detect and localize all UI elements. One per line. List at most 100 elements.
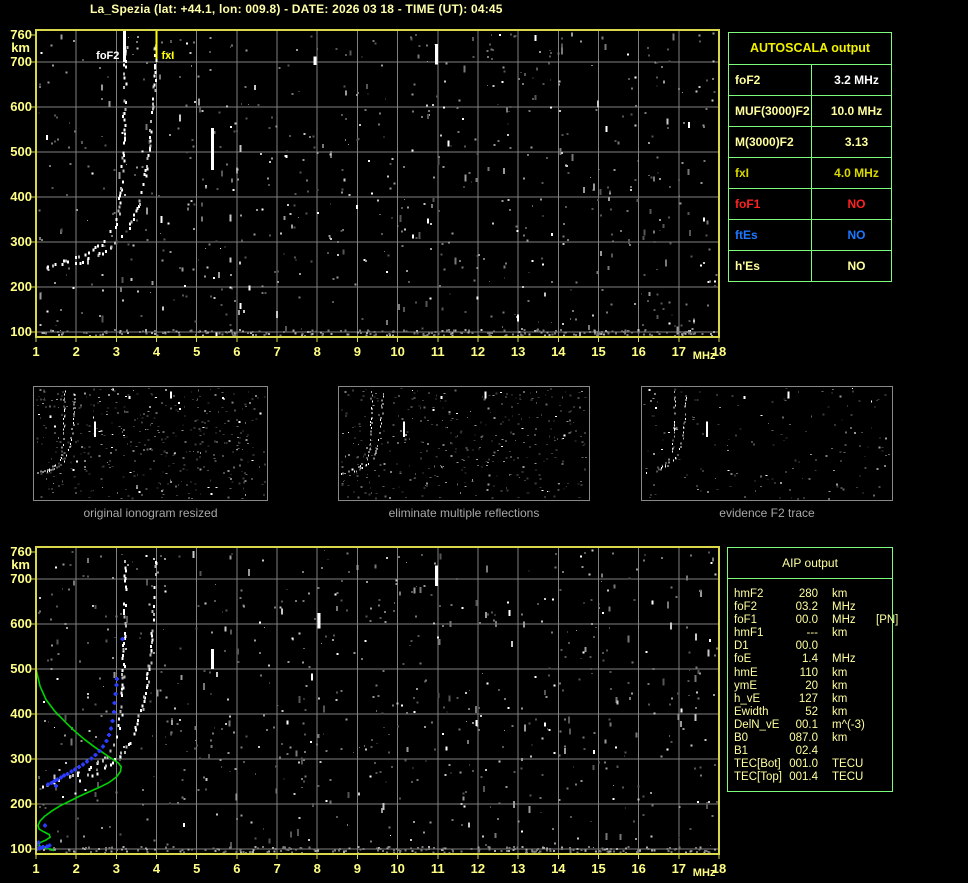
aip-row-value: 20 [805, 679, 818, 692]
row-label: M(3000)F2 [729, 127, 812, 157]
aip-row-unit [832, 745, 876, 758]
aip-row-label: DelN_vE [734, 718, 780, 731]
aip-row: TEC[Bot] 001.0 TECU [734, 758, 892, 771]
svg-text:2: 2 [73, 861, 80, 876]
aip-row-label: foF1 [734, 614, 758, 627]
aip-row-value: 001.0 [789, 758, 818, 771]
row-label: foF1 [729, 189, 812, 219]
svg-text:600: 600 [10, 99, 32, 114]
row-value: NO [847, 197, 866, 211]
aip-table-body: hmF2 280 km foF2 03.2 MHz foF1 00.0 MHz … [728, 579, 898, 784]
aip-row-unit: km [832, 732, 848, 745]
svg-text:16: 16 [631, 344, 645, 359]
aip-row-extra [876, 758, 892, 771]
table-row-foF1: foF1 NO [729, 188, 891, 219]
svg-text:10: 10 [390, 861, 404, 876]
svg-text:400: 400 [10, 706, 32, 721]
svg-text:300: 300 [10, 234, 32, 249]
svg-text:12: 12 [471, 344, 485, 359]
svg-text:18: 18 [712, 344, 726, 359]
aip-row-value: 02.4 [795, 745, 818, 758]
svg-text:15: 15 [591, 344, 605, 359]
aip-row-label: hmE [734, 666, 758, 679]
svg-text:13: 13 [511, 344, 525, 359]
aip-row-label: foE [734, 653, 752, 666]
aip-row-extra [876, 771, 892, 784]
aip-row-extra [876, 627, 892, 640]
aip-row-value: 52 [805, 705, 818, 718]
table-row-ftEs: ftEs NO [729, 219, 891, 250]
svg-text:15: 15 [591, 861, 605, 876]
svg-text:12: 12 [471, 861, 485, 876]
aip-row-unit: TECU [832, 758, 864, 771]
svg-text:5: 5 [193, 344, 200, 359]
aip-row: ymE 20 km [734, 680, 892, 693]
aip-row: hmE 110 km [734, 667, 892, 680]
aip-row: foF2 03.2 MHz [734, 601, 892, 614]
aip-row-extra [876, 719, 892, 732]
svg-text:1: 1 [32, 344, 39, 359]
aip-row-extra: [PN] [876, 614, 899, 627]
aip-row-value: 00.0 [795, 614, 818, 627]
svg-text:18: 18 [712, 861, 726, 876]
bottom-ionogram-profile-plot: 1 2 3 4 5 6 7 8 9 10 11 12 13 14 15 16 17 18MHz7607006005… [10, 544, 726, 879]
row-value: NO [847, 259, 866, 273]
aip-row-unit: TECU [832, 771, 864, 784]
aip-row-extra [876, 732, 892, 745]
svg-text:14: 14 [551, 344, 566, 359]
aip-row-extra [876, 706, 892, 719]
svg-text:16: 16 [631, 861, 645, 876]
svg-text:MHz: MHz [693, 867, 716, 879]
row-label: ftEs [729, 220, 812, 250]
thumbnail-original-ionogram [33, 386, 268, 501]
svg-text:600: 600 [10, 616, 32, 631]
aip-row-unit: MHz [832, 653, 856, 666]
aip-row-unit [832, 640, 876, 653]
svg-text:100: 100 [10, 841, 32, 856]
aip-row-unit: km [832, 692, 848, 705]
svg-text:400: 400 [10, 189, 32, 204]
svg-text:200: 200 [10, 796, 32, 811]
aip-row-value: 00.1 [795, 718, 818, 731]
svg-text:3: 3 [113, 861, 120, 876]
row-value: 3.13 [844, 135, 869, 149]
aip-row-label: TEC[Bot] [734, 758, 781, 771]
aip-row-unit: MHz [832, 614, 856, 627]
aip-row-label: TEC[Top] [734, 771, 782, 784]
table-row-fxI: fxI 4.0 MHz [729, 157, 891, 188]
aip-row-unit: MHz [832, 601, 856, 614]
svg-text:11: 11 [431, 344, 445, 359]
svg-text:2: 2 [73, 344, 80, 359]
thumbnail-eliminate-reflections [338, 386, 590, 501]
aip-row-extra [876, 745, 892, 758]
aip-output-table: AIP output hmF2 280 km foF2 03.2 MHz foF… [727, 547, 898, 792]
thumbnail-caption: eliminate multiple reflections [388, 506, 540, 520]
thumbnail-evidence-f2-trace [641, 386, 893, 501]
svg-text:200: 200 [10, 279, 32, 294]
svg-text:11: 11 [431, 861, 445, 876]
aip-row-value: 110 [799, 666, 818, 679]
table-row-MUF3000F2: MUF(3000)F2 10.0 MHz [729, 95, 891, 126]
aip-row-unit: km [832, 679, 848, 692]
table-row-foF2: foF2 3.2 MHz [729, 64, 891, 95]
station-date-title: La_Spezia (lat: +44.1, lon: 009.8) - DAT… [90, 2, 503, 16]
svg-text:4: 4 [153, 344, 161, 359]
thumbnail-caption: evidence F2 trace [719, 506, 815, 520]
svg-text:fxI: fxI [162, 50, 175, 62]
aip-row-unit: km [832, 627, 848, 640]
svg-text:500: 500 [10, 144, 32, 159]
table-row-hEs: h'Es NO [729, 250, 891, 281]
aip-row: h_vE 127 km [734, 693, 892, 706]
svg-text:700: 700 [10, 54, 32, 69]
svg-text:700: 700 [10, 571, 32, 586]
svg-text:5: 5 [193, 861, 200, 876]
aip-row-extra [876, 588, 892, 601]
row-value: NO [847, 228, 866, 242]
svg-text:7: 7 [273, 861, 280, 876]
aip-row: B1 02.4 [734, 745, 892, 758]
svg-text:9: 9 [354, 861, 361, 876]
svg-text:6: 6 [233, 344, 240, 359]
aip-row-extra [876, 667, 892, 680]
svg-text:MHz: MHz [693, 350, 716, 362]
svg-text:8: 8 [314, 861, 321, 876]
